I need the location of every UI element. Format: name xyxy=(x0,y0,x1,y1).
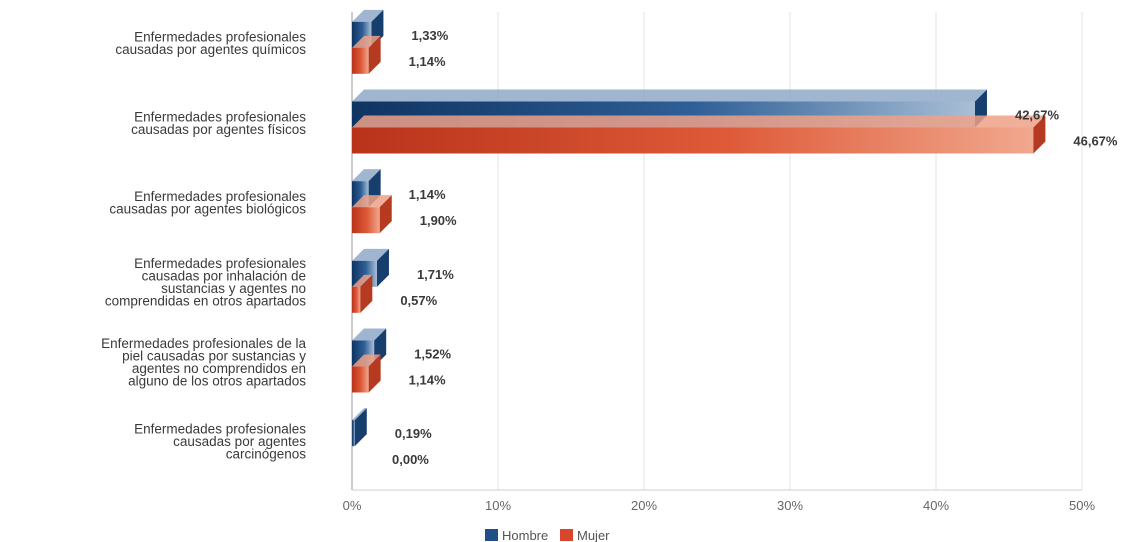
category-label-line: agentes no comprendidos en xyxy=(132,361,306,376)
category-label-line: Enfermedades profesionales de la xyxy=(101,336,306,351)
value-label: 1,33% xyxy=(411,28,448,43)
value-label: 0,00% xyxy=(392,452,429,467)
value-label: 1,52% xyxy=(414,347,451,362)
x-tick-label: 20% xyxy=(631,498,657,513)
category-label-line: causadas por agentes físicos xyxy=(131,122,306,137)
category-label-line: comprendidas en otros apartados xyxy=(105,294,306,309)
bar-front-face xyxy=(352,47,369,74)
bar-top-face xyxy=(352,35,381,48)
category-label-line: piel causadas por sustancias y xyxy=(122,348,306,363)
bar-top-face xyxy=(352,169,381,182)
category-label: Enfermedades profesionales causadas por a… xyxy=(131,109,306,137)
value-label: 0,19% xyxy=(395,426,432,441)
bar-top-face xyxy=(352,408,367,421)
bar-side-face xyxy=(379,195,392,234)
bar-top-face xyxy=(352,354,381,367)
category-label: Enfermedades profesionales causadas por i… xyxy=(105,256,306,309)
x-tick-label: 40% xyxy=(923,498,949,513)
category-label-line: Enfermedades profesionales xyxy=(134,109,306,124)
value-label: 1,14% xyxy=(409,54,446,69)
x-tick-label: 10% xyxy=(485,498,511,513)
bar-top-face xyxy=(352,328,387,341)
legend-swatch-mujer xyxy=(560,529,573,541)
bar-side-face xyxy=(376,248,389,287)
category-label: Enfermedades profesionales causadas por a… xyxy=(134,422,306,462)
value-label: 42,67% xyxy=(1015,108,1060,123)
category-label-line: Enfermedades profesionales xyxy=(134,189,306,204)
bar-front-face xyxy=(352,366,369,393)
category-label-line: causadas por agentes químicos xyxy=(115,42,306,57)
bar-top-face xyxy=(352,89,987,102)
x-tick-label: 50% xyxy=(1069,498,1095,513)
x-tick-label: 0% xyxy=(343,498,362,513)
bar-top-face xyxy=(352,248,389,261)
bar-top-face xyxy=(352,9,384,22)
category-label-line: alguno de los otros apartados xyxy=(128,373,306,388)
value-label: 0,57% xyxy=(400,293,437,308)
value-label: 1,71% xyxy=(417,267,454,282)
bars xyxy=(352,9,1046,447)
bar-side-face xyxy=(360,274,373,313)
bar-front-face xyxy=(352,420,355,447)
bar-front-face xyxy=(352,286,361,313)
category-label-line: causadas por agentes biológicos xyxy=(109,201,306,216)
bar-top-face xyxy=(352,115,1046,128)
bar-mujer xyxy=(352,274,373,313)
value-label: 1,14% xyxy=(409,187,446,202)
legend-label: Hombre xyxy=(502,528,548,542)
bar-top-face xyxy=(352,274,373,287)
value-label: 1,90% xyxy=(420,213,457,228)
value-label: 1,14% xyxy=(409,373,446,388)
legend-swatch-hombre xyxy=(485,529,498,541)
category-label-line: Enfermedades profesionales xyxy=(134,30,306,45)
category-label: Enfermedades profesionales causadas por a… xyxy=(109,189,306,217)
category-label-line: carcinógenos xyxy=(226,447,307,462)
x-tick-label: 30% xyxy=(777,498,803,513)
bar-side-face xyxy=(354,408,367,447)
bar-side-face xyxy=(368,35,381,74)
bar-front-face xyxy=(352,207,380,234)
bar-hombre xyxy=(352,408,367,447)
bar-hombre xyxy=(352,248,389,287)
category-label-line: causadas por inhalación de xyxy=(142,269,306,284)
bar-front-face xyxy=(352,127,1034,154)
legend: Hombre Mujer xyxy=(485,528,610,542)
x-axis: 0% 10% 20% 30% 40% 50% xyxy=(343,489,1095,513)
category-label-line: sustancias y agentes no xyxy=(161,281,306,296)
bar-mujer xyxy=(352,35,381,74)
category-label: Enfermedades profesionales de la piel cau… xyxy=(101,336,306,389)
bar-mujer xyxy=(352,115,1046,154)
category-label-line: Enfermedades profesionales xyxy=(134,256,306,271)
bar-side-face xyxy=(1033,115,1046,154)
bar-mujer xyxy=(352,354,381,393)
bar-top-face xyxy=(352,195,392,208)
value-label: 46,67% xyxy=(1073,134,1118,149)
category-label-line: causadas por agentes xyxy=(173,434,306,449)
gridlines xyxy=(351,12,1083,490)
category-label: Enfermedades profesionales causadas por a… xyxy=(115,30,306,58)
legend-label: Mujer xyxy=(577,528,610,542)
value-labels: 1,33% 1,14% 42,67% 46,67% 1,14% 1,90% 1,71% 0,5… xyxy=(392,28,1118,467)
bar-side-face xyxy=(368,354,381,393)
category-labels: Enfermedades profesionales causadas por a… xyxy=(101,30,306,462)
bar-mujer xyxy=(352,195,392,234)
category-label-line: Enfermedades profesionales xyxy=(134,422,306,437)
